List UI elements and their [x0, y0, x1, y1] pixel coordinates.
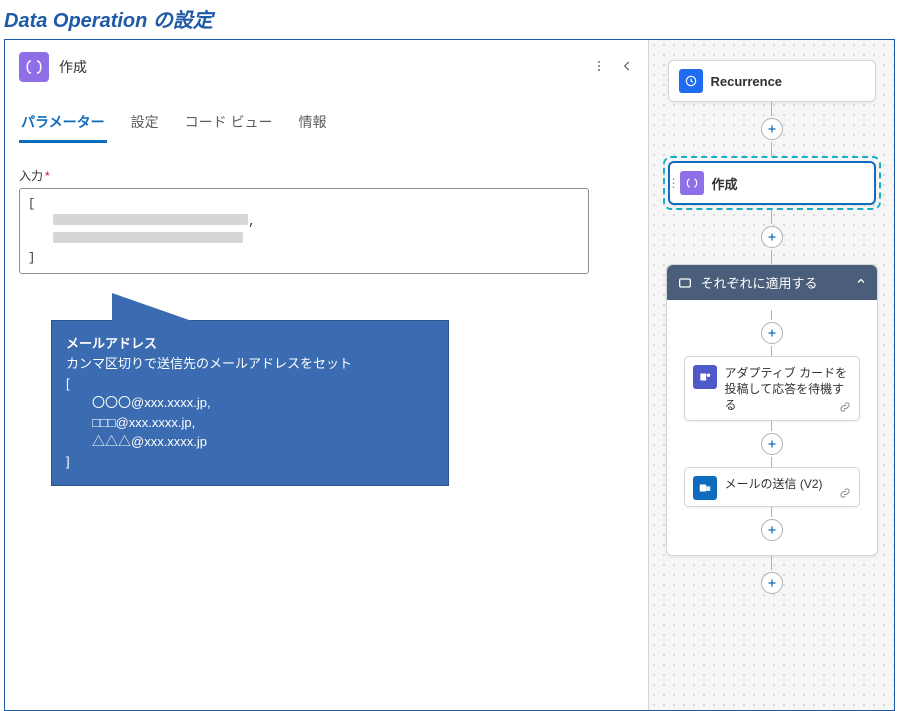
add-step-button[interactable] [761, 519, 783, 541]
page-title: Data Operation の設定 [0, 0, 899, 39]
flow-canvas: Recurrence ⋮ 作成 [648, 40, 894, 710]
more-menu-icon[interactable] [592, 59, 606, 76]
connector [771, 250, 772, 264]
chevron-up-icon [855, 275, 867, 290]
compose-node-icon [680, 171, 704, 195]
connector [771, 346, 772, 356]
annotation-callout: メールアドレス カンマ区切りで送信先のメールアドレスをセット [ 〇〇〇@xxx… [51, 320, 449, 486]
connector [771, 210, 772, 224]
scope-header[interactable]: それぞれに適用する [667, 265, 877, 300]
teams-icon [693, 365, 717, 389]
action-config-panel: 作成 パラメーター 設定 コード ビュー 情報 入力* [5, 40, 648, 710]
recurrence-icon [679, 69, 703, 93]
add-step-button[interactable] [761, 118, 783, 140]
input-textarea[interactable]: [ , ] [19, 188, 589, 274]
tab-parameters[interactable]: パラメーター [19, 106, 107, 143]
drag-handle-icon[interactable]: ⋮ [668, 176, 680, 190]
flow-node-recurrence[interactable]: Recurrence [668, 60, 876, 102]
connector [771, 457, 772, 467]
add-step-button[interactable] [761, 322, 783, 344]
redacted-email-2 [53, 232, 243, 243]
connector [771, 142, 772, 156]
connector [771, 102, 772, 116]
link-icon [839, 487, 851, 502]
add-step-button[interactable] [761, 226, 783, 248]
flow-node-compose[interactable]: ⋮ 作成 [668, 161, 876, 205]
flow-node-label: 作成 [712, 174, 738, 193]
flow-node-teams-card[interactable]: アダプティブ カードを投稿して応答を待機する [684, 356, 860, 421]
main-frame: 作成 パラメーター 設定 コード ビュー 情報 入力* [4, 39, 895, 711]
callout-body: カンマ区切りで送信先のメールアドレスをセット [ 〇〇〇@xxx.xxxx.jp… [66, 354, 434, 471]
outlook-icon [693, 476, 717, 500]
action-title: 作成 [59, 57, 582, 77]
tab-settings[interactable]: 設定 [129, 106, 161, 143]
input-label: 入力* [19, 167, 634, 184]
input-open-bracket: [ [28, 195, 580, 213]
tab-info[interactable]: 情報 [296, 106, 328, 143]
connector [771, 507, 772, 517]
flow-node-compose-selected: ⋮ 作成 [663, 156, 881, 210]
action-header: 作成 [19, 52, 634, 82]
redacted-email-1 [53, 214, 248, 225]
tab-codeview[interactable]: コード ビュー [183, 106, 275, 143]
callout-title: メールアドレス [66, 333, 434, 352]
tabs: パラメーター 設定 コード ビュー 情報 [19, 106, 634, 143]
compose-action-icon [19, 52, 49, 82]
loop-icon [677, 275, 693, 291]
flow-node-send-mail[interactable]: メールの送信 (V2) [684, 467, 860, 507]
flow-node-label: Recurrence [711, 74, 783, 89]
input-close-bracket: ] [28, 249, 580, 267]
link-icon [839, 401, 851, 416]
add-step-button[interactable] [761, 572, 783, 594]
flow-node-label: メールの送信 (V2) [725, 476, 823, 492]
connector [771, 556, 772, 570]
flow-scope-apply-each: それぞれに適用する [666, 264, 878, 556]
connector [771, 421, 772, 431]
scope-title: それぞれに適用する [701, 273, 847, 292]
add-step-button[interactable] [761, 433, 783, 455]
flow-node-label: アダプティブ カードを投稿して応答を待機する [725, 365, 851, 414]
collapse-panel-icon[interactable] [620, 59, 634, 76]
connector [771, 310, 772, 320]
scope-body: アダプティブ カードを投稿して応答を待機する [667, 300, 877, 555]
